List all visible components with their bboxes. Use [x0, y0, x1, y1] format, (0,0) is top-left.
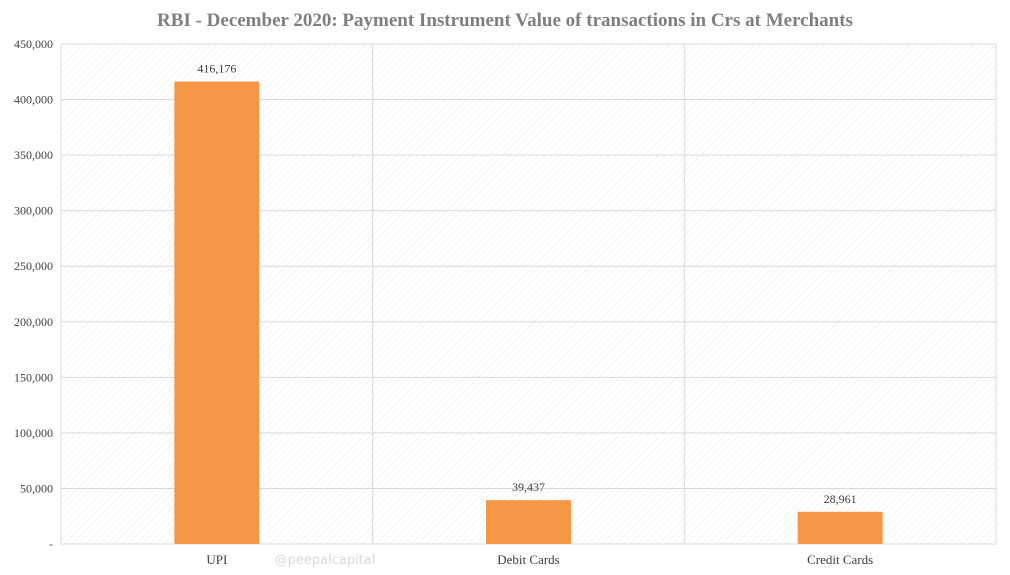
- x-tick-label: Debit Cards: [497, 552, 559, 567]
- x-axis: UPI Debit Cards Credit Cards: [206, 552, 873, 567]
- y-tick-label: 150,000: [14, 370, 53, 384]
- y-tick-label: 200,000: [14, 315, 53, 329]
- data-label: 28,961: [824, 492, 857, 506]
- y-tick-label: 400,000: [14, 93, 53, 107]
- y-tick-label: 300,000: [14, 204, 53, 218]
- y-tick-label: -: [49, 537, 53, 551]
- x-tick-label: Credit Cards: [807, 552, 873, 567]
- y-axis: - 50,000 100,000 150,000 200,000 250,000 300,0…: [14, 37, 53, 551]
- bar: [174, 81, 260, 545]
- y-tick-label: 350,000: [14, 148, 53, 162]
- data-label: 39,437: [512, 480, 545, 494]
- y-tick-label: 100,000: [14, 426, 53, 440]
- chart-title: RBI - December 2020: Payment Instrument …: [157, 10, 853, 31]
- watermark: @peepalcapital: [275, 553, 376, 568]
- bar: [486, 500, 571, 544]
- y-tick-label: 450,000: [14, 37, 53, 51]
- y-tick-label: 250,000: [14, 259, 53, 273]
- bar: [797, 511, 883, 544]
- data-label: 416,176: [197, 62, 236, 76]
- x-tick-label: UPI: [206, 552, 227, 567]
- bars: 416,176 39,437 28,961: [174, 62, 883, 545]
- y-tick-label: 50,000: [20, 481, 53, 495]
